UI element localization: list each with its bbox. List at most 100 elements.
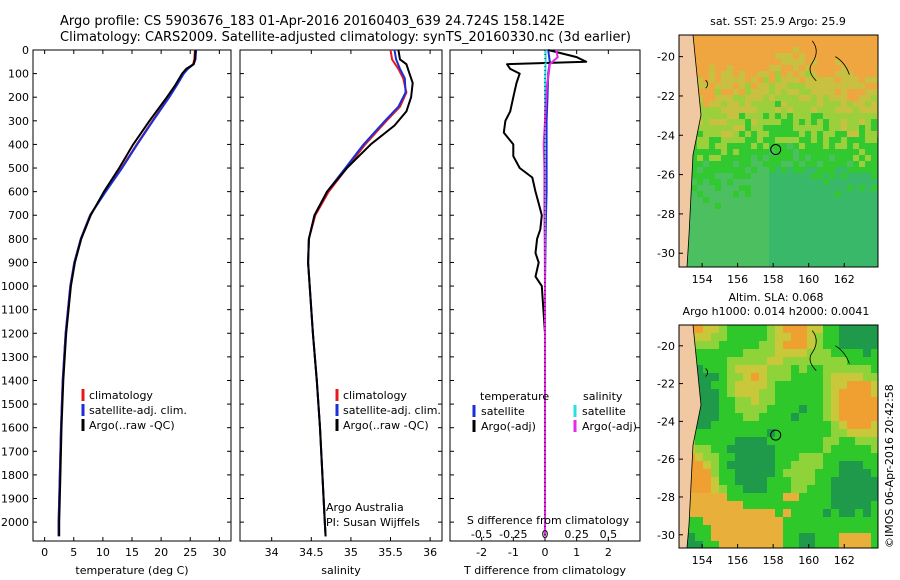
sst_map-cell <box>769 215 776 222</box>
sst_map-cell <box>703 263 710 267</box>
sla_map-cell <box>807 445 816 454</box>
sla_map-cell <box>735 325 744 334</box>
sst_map-cell <box>757 107 764 114</box>
sst_map-cell <box>745 239 752 246</box>
sst_map-cell <box>805 215 812 222</box>
sla_map-cell <box>839 389 848 398</box>
sla_map-cell <box>719 485 728 494</box>
sla_map-cell <box>839 509 848 518</box>
sla_map-cell <box>775 333 784 342</box>
sst_map-cell <box>691 245 698 252</box>
sst_map-cell <box>697 53 704 60</box>
sst_map-cell <box>751 47 758 54</box>
sst_map-cell <box>727 257 734 264</box>
sst_map-cell <box>745 233 752 240</box>
sst_map-cell <box>769 221 776 228</box>
sst_map-cell <box>751 221 758 228</box>
sla_map-cell <box>791 397 800 406</box>
sst_map-cell <box>823 83 830 90</box>
sst_map-cell <box>841 77 848 84</box>
depth-tick-label: 1600 <box>1 422 29 435</box>
sla_map-cell <box>823 485 832 494</box>
sst_map-cell <box>769 209 776 216</box>
sst_map-cell <box>721 107 728 114</box>
sst_map-cell <box>763 233 770 240</box>
sst_map-cell <box>841 95 848 102</box>
sla_map-cell <box>735 485 744 494</box>
sst_map-cell <box>793 215 800 222</box>
sst_map-cell <box>709 173 716 180</box>
sst_map-cell <box>823 245 830 252</box>
sla_map-cell <box>759 405 768 414</box>
sst_map-cell <box>793 167 800 174</box>
sst_map-cell <box>865 101 872 108</box>
sst_map-cell <box>859 41 866 48</box>
sla_map-cell <box>863 533 872 542</box>
sst_map-cell <box>691 227 698 234</box>
sst_map-cell <box>793 83 800 90</box>
sst_map-cell <box>817 41 824 48</box>
reef-contour <box>835 56 850 75</box>
sst_map-cell <box>703 155 710 162</box>
sla_map-cell <box>791 445 800 454</box>
sst_map-cell <box>793 257 800 264</box>
sla_map-cell <box>807 469 816 478</box>
sst_map-cell <box>847 131 854 138</box>
sst_map-cell <box>781 263 788 267</box>
sla_map-cell <box>823 365 832 374</box>
sla_map-cell <box>863 333 872 342</box>
sst_map-cell <box>847 95 854 102</box>
sst_map-cell <box>721 35 728 42</box>
sst_map-cell <box>703 239 710 246</box>
sla_map-cell <box>727 349 736 358</box>
sst_map-cell <box>697 131 704 138</box>
sla_map-cell <box>855 357 864 366</box>
sst_map-cell <box>763 113 770 120</box>
sst_map-cell <box>871 101 878 108</box>
sst_map-cell <box>721 197 728 204</box>
temperature-legend-entry: climatology <box>89 389 153 402</box>
sst_map-cell <box>799 263 806 267</box>
sst_map-cell <box>781 113 788 120</box>
sst_map-cell <box>787 263 794 267</box>
sst_map-cell <box>871 131 878 138</box>
sst_map-cell <box>805 59 812 66</box>
sla_map-cell <box>735 381 744 390</box>
sla_map-cell <box>815 421 824 430</box>
sst_map-cell <box>793 125 800 132</box>
sla_map-cell <box>871 445 878 454</box>
sla_map-cell <box>695 341 704 350</box>
sst_map-cell <box>799 221 806 228</box>
sst_map-cell <box>697 65 704 72</box>
sst_map-cell <box>787 179 794 186</box>
sst_map-cell <box>847 35 854 42</box>
sst_map-cell <box>763 137 770 144</box>
sla_map-cell <box>815 389 824 398</box>
sst_map-cell <box>733 83 740 90</box>
sst_map-cell <box>853 107 860 114</box>
sst_map-cell <box>757 149 764 156</box>
sst_map-cell <box>817 161 824 168</box>
sst_map-cell <box>799 95 806 102</box>
salinity-legend-entry: climatology <box>343 389 407 402</box>
sst_map-cell <box>799 251 806 258</box>
sst_map-cell <box>709 167 716 174</box>
sst_map-cell <box>703 233 710 240</box>
sst_map-cell <box>781 185 788 192</box>
sla_map-ytick-label: -22 <box>657 378 675 391</box>
sla_map-cell <box>767 413 776 422</box>
sst_map-cell <box>781 173 788 180</box>
sst_map-cell <box>859 35 866 42</box>
sst_map-cell <box>703 83 710 90</box>
sst_map-cell <box>739 191 746 198</box>
sst_map-cell <box>709 83 716 90</box>
sst_map-cell <box>697 215 704 222</box>
sla_map-cell <box>751 461 760 470</box>
sla_map-cell <box>855 421 864 430</box>
sla_map-cell <box>767 373 776 382</box>
sst_map-cell <box>871 155 878 162</box>
sla_map-cell <box>711 517 720 526</box>
sst_map-cell <box>769 53 776 60</box>
sst_map-cell <box>829 161 836 168</box>
sla_map-cell <box>799 517 808 526</box>
